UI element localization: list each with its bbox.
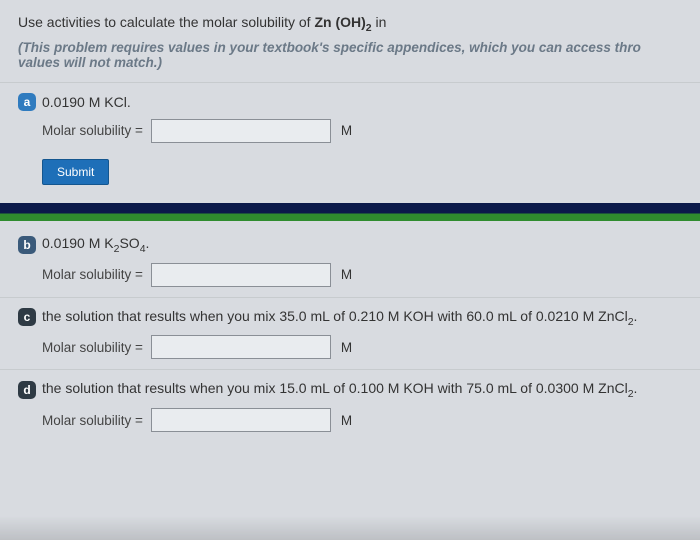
part-d-input[interactable]: [151, 408, 331, 432]
badge-d: d: [18, 381, 36, 399]
part-c: c the solution that results when you mix…: [18, 308, 682, 360]
textbook-note: (This problem requires values in your te…: [18, 40, 682, 70]
intro-suffix: in: [376, 14, 387, 30]
molar-solubility-label: Molar solubility =: [42, 123, 143, 138]
part-b: b 0.0190 M K2SO4. Molar solubility = M: [18, 235, 682, 287]
part-c-input[interactable]: [151, 335, 331, 359]
badge-c: c: [18, 308, 36, 326]
part-c-head: c the solution that results when you mix…: [18, 308, 682, 328]
part-a-input[interactable]: [151, 119, 331, 143]
badge-a: a: [18, 93, 36, 111]
intro-prefix: Use activities to calculate the molar so…: [18, 14, 314, 30]
part-a-prompt: 0.0190 M KCl.: [42, 94, 131, 110]
part-b-prompt: 0.0190 M K2SO4.: [42, 235, 149, 255]
molar-solubility-label: Molar solubility =: [42, 413, 143, 428]
unit-label: M: [341, 267, 352, 282]
part-d: d the solution that results when you mix…: [18, 380, 682, 432]
divider: [0, 297, 700, 298]
bottom-shadow: [0, 516, 700, 540]
section-divider-band: [0, 203, 700, 221]
unit-label: M: [341, 340, 352, 355]
molar-solubility-label: Molar solubility =: [42, 267, 143, 282]
intro-text: Use activities to calculate the molar so…: [18, 14, 682, 34]
part-d-head: d the solution that results when you mix…: [18, 380, 682, 400]
part-b-row: Molar solubility = M: [42, 263, 682, 287]
part-a-head: a 0.0190 M KCl.: [18, 93, 682, 111]
part-b-head: b 0.0190 M K2SO4.: [18, 235, 682, 255]
part-c-row: Molar solubility = M: [42, 335, 682, 359]
part-d-row: Molar solubility = M: [42, 408, 682, 432]
submit-button[interactable]: Submit: [42, 159, 109, 185]
part-a-row: Molar solubility = M: [42, 119, 682, 143]
intro-compound: Zn (OH)2: [314, 14, 371, 30]
part-a: a 0.0190 M KCl. Molar solubility = M Sub…: [18, 93, 682, 195]
badge-b: b: [18, 236, 36, 254]
divider: [0, 82, 700, 83]
part-d-prompt: the solution that results when you mix 1…: [42, 380, 637, 400]
part-c-prompt: the solution that results when you mix 3…: [42, 308, 637, 328]
divider: [0, 369, 700, 370]
page-container: Use activities to calculate the molar so…: [0, 0, 700, 432]
unit-label: M: [341, 413, 352, 428]
part-b-input[interactable]: [151, 263, 331, 287]
molar-solubility-label: Molar solubility =: [42, 340, 143, 355]
unit-label: M: [341, 123, 352, 138]
